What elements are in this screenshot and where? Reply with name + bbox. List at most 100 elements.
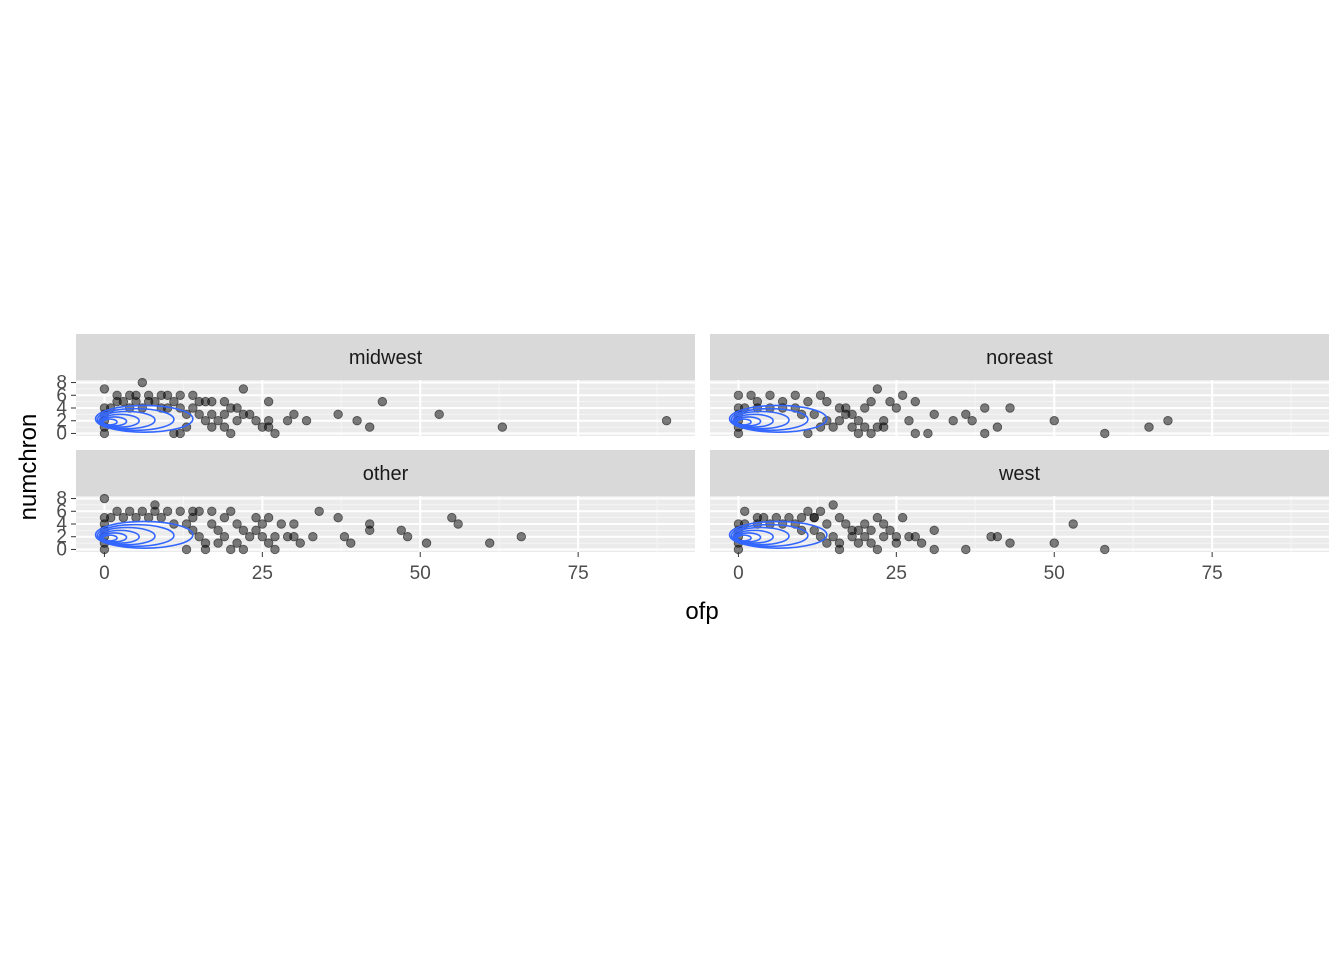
- contour-line: [728, 520, 828, 549]
- data-point: [992, 532, 1003, 542]
- data-point: [226, 428, 236, 439]
- y-tick-label: 8: [56, 489, 67, 510]
- data-point: [207, 422, 217, 432]
- facet-strip-label: midwest: [349, 347, 423, 369]
- data-point: [929, 409, 939, 420]
- x-axis-title: ofp: [685, 598, 718, 625]
- data-point: [99, 493, 110, 504]
- data-point: [853, 428, 864, 439]
- data-point: [232, 416, 242, 426]
- facet-strip-label: noreast: [986, 347, 1053, 369]
- data-point: [866, 396, 876, 407]
- contour-line: [734, 413, 774, 428]
- data-point: [497, 422, 508, 432]
- data-point: [162, 506, 173, 516]
- data-point: [1163, 416, 1173, 426]
- data-point: [352, 416, 362, 426]
- data-point: [897, 390, 908, 400]
- data-point: [516, 532, 527, 542]
- x-tick-label: 50: [1044, 563, 1065, 584]
- data-point: [910, 532, 920, 542]
- data-point: [99, 384, 110, 394]
- data-point: [333, 409, 343, 420]
- y-tick-label: 6: [56, 385, 67, 406]
- data-point: [118, 512, 129, 523]
- contour-line: [94, 520, 194, 549]
- data-point: [809, 512, 819, 523]
- x-tick-label: 75: [568, 563, 589, 584]
- data-point: [150, 500, 160, 510]
- y-tick-label: 6: [56, 501, 67, 522]
- data-point: [396, 525, 406, 536]
- contour-line: [98, 410, 156, 430]
- data-point: [803, 396, 813, 407]
- data-point: [143, 512, 154, 523]
- data-point: [207, 506, 217, 516]
- contour-line: [734, 529, 774, 544]
- data-point: [106, 512, 116, 523]
- data-point: [872, 384, 883, 394]
- data-point: [207, 409, 217, 420]
- x-tick-label: 0: [99, 563, 110, 584]
- data-point: [733, 390, 744, 400]
- data-point: [784, 512, 794, 523]
- data-point: [834, 416, 845, 426]
- data-point: [929, 544, 939, 555]
- data-point: [188, 390, 198, 400]
- data-point: [200, 544, 211, 555]
- data-point: [124, 506, 135, 516]
- data-point: [866, 525, 876, 536]
- data-point: [828, 532, 838, 542]
- data-point: [847, 409, 857, 420]
- data-point: [1049, 416, 1059, 426]
- data-point: [904, 416, 914, 426]
- facet-strip: [76, 334, 695, 380]
- data-point: [162, 390, 173, 400]
- data-point: [232, 538, 242, 548]
- data-point: [301, 416, 312, 426]
- data-point: [872, 544, 883, 555]
- y-tick-label: 4: [56, 398, 67, 419]
- data-point: [878, 519, 889, 529]
- data-point: [885, 396, 895, 407]
- data-point: [194, 506, 204, 516]
- data-point: [421, 538, 432, 548]
- contour-line: [94, 404, 194, 433]
- contour-line: [732, 526, 790, 546]
- data-point: [263, 512, 274, 523]
- data-point: [897, 512, 908, 523]
- data-point: [289, 519, 299, 529]
- data-point: [213, 416, 223, 426]
- data-point: [891, 538, 902, 548]
- points-midwest: [99, 377, 672, 439]
- y-tick-label: 8: [56, 373, 67, 394]
- contour-line: [96, 407, 175, 432]
- data-point: [885, 525, 895, 536]
- facet-strip-label: other: [363, 463, 409, 485]
- data-point: [314, 506, 324, 516]
- x-tick-label: 25: [252, 563, 273, 584]
- data-point: [860, 532, 870, 542]
- data-point: [181, 544, 192, 555]
- contour-line: [96, 523, 175, 548]
- data-point: [365, 525, 375, 536]
- data-point: [447, 512, 457, 523]
- data-point: [194, 409, 204, 420]
- data-point: [1100, 544, 1110, 555]
- y-tick-label: 2: [56, 411, 67, 432]
- data-point: [377, 396, 388, 407]
- data-point: [992, 422, 1003, 432]
- data-point: [156, 512, 166, 523]
- density-contours: [94, 404, 194, 433]
- data-point: [295, 538, 305, 548]
- data-point: [207, 519, 217, 529]
- x-tick-label: 0: [733, 563, 744, 584]
- data-point: [270, 428, 280, 439]
- data-point: [282, 416, 293, 426]
- data-point: [226, 544, 236, 555]
- data-point: [1049, 538, 1059, 548]
- facet-strip: [710, 334, 1329, 380]
